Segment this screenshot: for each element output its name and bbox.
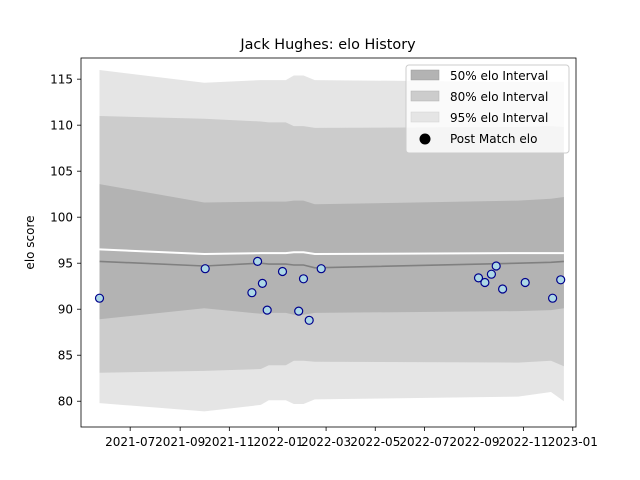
median-line [99, 260, 564, 269]
legend-label-points: Post Match elo [450, 132, 537, 146]
data-point-7 [294, 306, 304, 316]
x-tick-label: 2021-11 [204, 435, 254, 449]
axes-frame [80, 57, 577, 428]
data-point-5 [262, 305, 272, 315]
data-point-16 [520, 277, 530, 288]
data-point-15 [498, 284, 508, 294]
legend-label-50: 50% elo Interval [450, 69, 548, 83]
x-tick-label: 2022-05 [350, 435, 400, 449]
x-tick-label: 2022-09 [449, 435, 499, 449]
mean-line [99, 248, 564, 256]
x-tick-label: 2022-07 [399, 435, 449, 449]
data-point-10 [316, 264, 326, 274]
y-tick-label: 115 [50, 73, 73, 87]
legend-label-80: 80% elo Interval [450, 90, 548, 104]
plot-area [94, 70, 566, 412]
y-tick-label: 85 [58, 349, 73, 363]
post-match-points [94, 256, 566, 325]
y-tick-label: 110 [50, 119, 73, 133]
y-axis: 80 85 90 95 100 105 110 115 [50, 73, 81, 409]
legend-label-95: 95% elo Interval [450, 111, 548, 125]
data-point-11 [473, 273, 484, 283]
data-point-14 [491, 261, 501, 271]
data-point-4 [257, 278, 267, 288]
y-tick-label: 95 [58, 257, 73, 271]
legend-box [405, 64, 570, 154]
legend-swatch-50 [410, 69, 440, 81]
data-point-17 [547, 293, 558, 303]
x-tick-label: 2023-01 [548, 435, 598, 449]
data-point-6 [277, 266, 288, 277]
data-point-13 [486, 269, 496, 279]
data-point-2 [247, 288, 257, 298]
x-tick-label: 2021-07 [105, 435, 155, 449]
x-tick-label: 2022-01 [253, 435, 303, 449]
data-point-12 [480, 277, 490, 288]
chart-title: Jack Hughes: elo History [239, 37, 416, 53]
legend: 50% elo Interval 80% elo Interval 95% el… [405, 64, 570, 154]
band-50 [99, 184, 564, 320]
y-tick-label: 80 [58, 395, 73, 409]
data-point-1 [200, 264, 210, 274]
y-tick-label: 105 [50, 165, 73, 179]
y-tick-label: 100 [50, 211, 73, 225]
legend-swatch-80 [410, 90, 440, 102]
data-point-18 [556, 275, 566, 285]
x-tick-label: 2022-03 [301, 435, 351, 449]
x-tick-label: 2021-09 [155, 435, 205, 449]
y-tick-label: 90 [58, 303, 73, 317]
interval-bands [99, 70, 564, 412]
trend-lines [99, 248, 564, 269]
data-point-0 [94, 293, 105, 303]
legend-marker-points [419, 133, 431, 145]
data-point-9 [304, 315, 314, 325]
data-point-8 [298, 274, 309, 284]
legend-swatch-95 [410, 111, 440, 123]
x-tick-label: 2022-11 [499, 435, 549, 449]
data-point-3 [253, 256, 263, 266]
y-axis-label: elo score [23, 215, 37, 269]
